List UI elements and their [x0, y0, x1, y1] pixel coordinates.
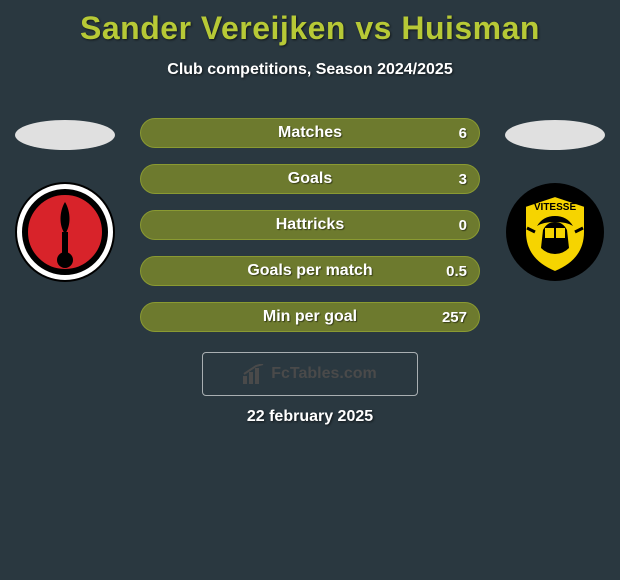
- stat-label: Matches: [141, 119, 479, 147]
- subtitle: Club competitions, Season 2024/2025: [0, 61, 620, 79]
- stat-bar: Goals3: [140, 164, 480, 194]
- watermark: FcTables.com: [202, 352, 418, 396]
- stat-bar: Min per goal257: [140, 302, 480, 332]
- stat-right-value: 0.5: [434, 257, 479, 285]
- svg-text:VITESSE: VITESSE: [534, 202, 577, 213]
- stat-right-value: 3: [447, 165, 479, 193]
- chart-icon: [243, 364, 265, 384]
- stat-label: Hattricks: [141, 211, 479, 239]
- stat-bars: Matches6Goals3Hattricks0Goals per match0…: [140, 118, 480, 348]
- page-title: Sander Vereijken vs Huisman: [0, 0, 620, 47]
- club-badge-right: VITESSE: [505, 182, 605, 282]
- club-badge-left: [15, 182, 115, 282]
- player-left-avatar-placeholder: [15, 120, 115, 150]
- player-right-column: VITESSE: [500, 118, 610, 282]
- player-left-column: [10, 118, 120, 282]
- date-text: 22 february 2025: [0, 408, 620, 426]
- stat-right-value: 6: [447, 119, 479, 147]
- stat-bar: Goals per match0.5: [140, 256, 480, 286]
- comparison-card: Sander Vereijken vs Huisman Club competi…: [0, 0, 620, 580]
- stat-label: Min per goal: [141, 303, 479, 331]
- stat-right-value: 0: [447, 211, 479, 239]
- watermark-text: FcTables.com: [271, 365, 377, 383]
- stat-bar: Hattricks0: [140, 210, 480, 240]
- stat-label: Goals per match: [141, 257, 479, 285]
- stat-label: Goals: [141, 165, 479, 193]
- helmond-sport-icon: [15, 182, 115, 282]
- stat-bar: Matches6: [140, 118, 480, 148]
- stat-right-value: 257: [430, 303, 479, 331]
- vitesse-icon: VITESSE: [505, 182, 605, 282]
- player-right-avatar-placeholder: [505, 120, 605, 150]
